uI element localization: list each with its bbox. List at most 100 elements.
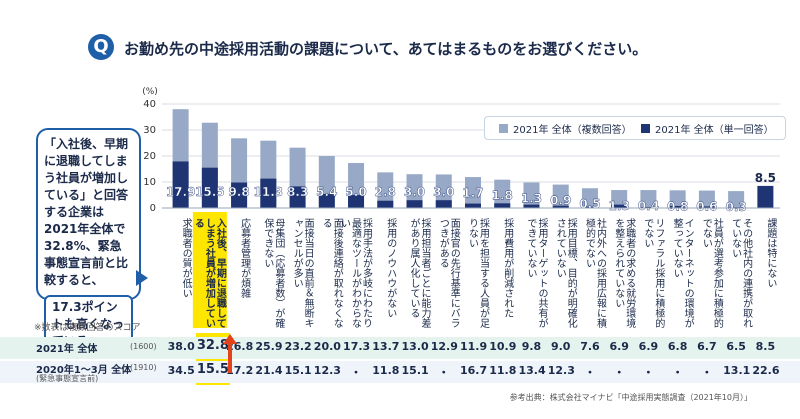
bar-single <box>406 200 423 208</box>
table-cell: 20.0 <box>313 340 341 353</box>
row-label-2020: 2020年1〜3月 全体 <box>36 365 132 376</box>
category-label: があり属人化している <box>408 217 420 318</box>
category-label: できていない <box>525 218 537 278</box>
data-label: 0.3 <box>726 200 747 214</box>
table-cell: 9.0 <box>550 340 571 353</box>
bar-single <box>289 186 306 208</box>
data-label: 2.8 <box>375 185 396 199</box>
category-label: い <box>339 218 350 228</box>
callout-box: 「入社後、早期に退職してしまう社員が増加している」と回答する企業は2021年全体… <box>36 128 141 354</box>
category-label: 採用手法が多岐にわたり <box>361 217 373 328</box>
table-cell: ・ <box>701 366 713 379</box>
q-badge: Q <box>88 34 114 60</box>
table-cell: 7.6 <box>580 340 600 353</box>
category-label: 採用担当者ごとに能力差 <box>419 217 431 328</box>
category-label: ャンセルが多い <box>291 218 303 288</box>
survey-question-title: お勤め先の中途採用活動の課題について、あてはまるものをお選びください。 <box>124 40 648 58</box>
table-cell: 15.1 <box>401 364 429 377</box>
data-label: 9.8 <box>228 185 249 199</box>
data-label: 3.0 <box>433 185 454 199</box>
table-cell: 9.8 <box>521 340 542 353</box>
table-cell: 13.0 <box>401 340 429 353</box>
y-axis-label: (%) <box>142 87 158 97</box>
bar-single <box>494 203 511 208</box>
table-note: ※数表は複数回答のスコア <box>34 323 141 333</box>
table-cell: 13.7 <box>372 340 400 353</box>
y-tick-label: 0 <box>150 203 156 214</box>
data-label: 8.3 <box>287 185 308 199</box>
category-label: 整っていない <box>671 217 683 278</box>
data-label: 1.7 <box>462 186 483 200</box>
y-tick-label: 20 <box>143 151 156 162</box>
table-row-2020: 2020年1〜3月 全体 (1910) (緊急事態宣言前) 34.5 15.5 17… <box>0 361 800 383</box>
table-cell: 17.3 <box>343 340 371 353</box>
table-cell: 17.2 <box>226 364 254 377</box>
legend-swatch-multi <box>499 124 508 133</box>
category-label: を整えられていない <box>613 218 625 308</box>
bar-multi <box>552 184 569 208</box>
data-label: 1.3 <box>609 199 630 213</box>
category-label: ていない <box>730 218 742 258</box>
category-label: つきがある <box>437 218 449 268</box>
bar-multi <box>640 190 657 208</box>
data-label: 5.4 <box>316 185 337 199</box>
bar-multi <box>377 172 394 208</box>
category-label: されていない <box>554 218 566 278</box>
table-cell: 15.1 <box>284 364 312 377</box>
table-cell: ・ <box>438 366 450 379</box>
title-row: Q お勤め先の中途採用活動の課題について、あてはまるものをお選びください。 <box>0 0 800 62</box>
chart-legend: 2021年 全体（複数回答） 2021年 全体（単一回答） <box>484 116 786 140</box>
row-n-2020: (1910) <box>130 363 157 372</box>
bar-single <box>552 205 569 208</box>
table-cell: 13.1 <box>723 364 751 377</box>
table-cell: 13.4 <box>518 364 546 377</box>
table-cell: 25.9 <box>255 340 283 353</box>
category-label: 採用ターゲットの共有が <box>536 217 548 328</box>
row-sub-2020: (緊急事態宣言前) <box>36 374 99 383</box>
bar-multi <box>581 188 598 208</box>
table-cell: 12.9 <box>430 340 458 353</box>
data-label: 0.5 <box>579 197 600 211</box>
bar-chart: (%) 0 10 20 30 40 17.9 求職者の質が低い 15.5 入社後、早期に退職してし… <box>142 87 780 329</box>
table-cell: 11.9 <box>460 340 488 353</box>
category-label: 応募者管理が煩雑 <box>239 217 251 299</box>
table-cell: ・ <box>350 366 362 379</box>
highlight-category-bg <box>192 212 227 328</box>
table-cell: 6.9 <box>638 340 659 353</box>
bar-single <box>260 178 277 208</box>
data-label: 15.5 <box>195 185 225 199</box>
category-label: 保できない <box>262 217 274 268</box>
data-label: 8.5 <box>755 171 776 185</box>
bar-single <box>611 204 628 208</box>
row-label-2021: 2021年 全体 <box>36 344 98 355</box>
table-cell: ・ <box>584 366 596 379</box>
bar-single <box>377 200 394 208</box>
legend-swatch-single <box>641 124 650 133</box>
table-cell: 22.6 <box>752 364 780 377</box>
category-label: 最適なツールがわからな <box>350 218 362 328</box>
data-label: 0.8 <box>667 199 688 213</box>
bar-single <box>581 206 598 208</box>
category-label: る <box>320 218 331 228</box>
bar-multi <box>698 190 715 208</box>
category-label: リファラル採用に積極的 <box>653 218 665 329</box>
category-label: 採用目標、目的が明確化 <box>565 217 577 328</box>
category-label: 入社後、早期に退職して <box>214 218 227 328</box>
table-cell: ・ <box>672 366 684 379</box>
category-label: 求職者の求める就労環境 <box>624 218 636 329</box>
category-label: その他社内の連携が取れ <box>741 218 753 328</box>
table-cell: 6.7 <box>697 340 717 353</box>
category-label: 面接官の先行基準にバラ <box>448 218 460 328</box>
table-cell: 6.5 <box>726 340 746 353</box>
category-label: 面接当日の直前＆無断キ <box>302 218 314 328</box>
table-cell: ・ <box>642 366 654 379</box>
table-cell: 21.4 <box>255 364 283 377</box>
data-label: 0.9 <box>550 194 571 208</box>
data-table: 2021年 全体 (1600) 38.0 32.8 26.8 25.9 23.2 20.0… <box>0 333 800 385</box>
bar-multi <box>611 190 628 208</box>
increase-arrow-head <box>223 334 237 344</box>
bar-single <box>231 182 248 208</box>
category-label: 社内外への採用広報に積 <box>594 217 606 329</box>
category-label: しまう社員が増加してい <box>203 218 216 328</box>
table-cell: 12.3 <box>313 364 341 377</box>
